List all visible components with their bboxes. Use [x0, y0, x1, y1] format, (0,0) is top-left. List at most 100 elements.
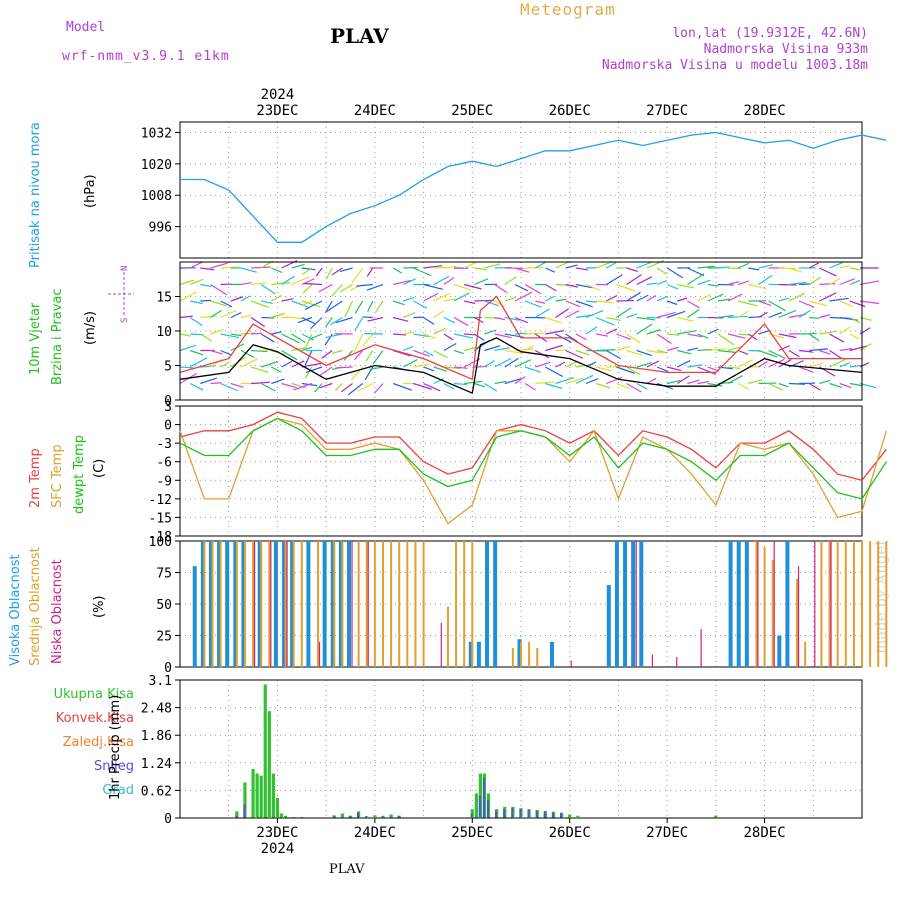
wind-vector: [318, 283, 333, 293]
wind-vector: [626, 267, 638, 272]
wind-vector: [220, 361, 230, 368]
wind-vector: [859, 280, 880, 286]
top-day-label: 27DEC: [646, 103, 688, 119]
wind-vector: [433, 292, 451, 302]
wind-vector: [616, 345, 631, 352]
wind-vector: [291, 263, 305, 269]
wind-vector: [464, 300, 476, 305]
wind-vector: [179, 344, 197, 352]
mid-cloud-bar: [357, 541, 360, 667]
wind-vector: [367, 316, 384, 322]
total-rain-bar: [279, 813, 284, 818]
wind-vector: [656, 333, 672, 345]
wind-vector: [849, 382, 863, 387]
wind-vector: [413, 382, 432, 390]
wind-vector: [697, 333, 709, 339]
wind-vector: [525, 332, 545, 335]
snow-bar: [243, 804, 246, 818]
wind-vector: [334, 383, 343, 392]
wind-vector: [839, 382, 852, 389]
wind-vector: [707, 382, 723, 387]
mid-cloud-bar: [260, 541, 263, 667]
high-cloud-bar: [468, 641, 473, 667]
total-rain-bar: [283, 815, 288, 818]
high-cloud-bar: [623, 541, 628, 667]
high-cloud-bar: [208, 541, 213, 667]
wind-vector: [220, 349, 232, 356]
top-day-label: 28DEC: [743, 103, 785, 119]
wind-vector: [179, 279, 194, 286]
wind-vector: [392, 300, 405, 306]
snow-bar: [348, 815, 351, 818]
wind-vector: [788, 349, 800, 358]
wind-vector: [626, 313, 638, 319]
mid-cloud-bar: [828, 541, 831, 667]
wind-vector: [596, 300, 614, 304]
wind-vector: [829, 382, 843, 389]
wind-vector: [585, 326, 598, 335]
wind-vector: [555, 361, 566, 368]
mid-cloud-bar: [252, 541, 255, 667]
wind-vector: [666, 300, 678, 306]
high-cloud-bar: [225, 541, 230, 667]
wind-vector: [839, 278, 856, 286]
wind-vector: [423, 366, 435, 372]
legend-conv-rain: Konvek.Kisa: [55, 711, 134, 726]
wind-vector: [545, 344, 563, 352]
wind-vector: [697, 293, 712, 302]
wind-vector: [839, 265, 851, 269]
wind-vector: [565, 300, 581, 308]
wind-vector: [768, 333, 785, 339]
wind-vector: [210, 382, 222, 385]
wind-vector: [357, 382, 374, 392]
high-cloud-bar: [347, 541, 351, 667]
wind-vector: [667, 333, 679, 336]
wind-vector: [372, 350, 384, 365]
temp-2m-line: [179, 411, 887, 482]
total-rain-bar: [474, 793, 478, 818]
wind-vector: [281, 333, 300, 344]
wind-vector: [605, 349, 622, 360]
wind-vector: [319, 366, 333, 376]
wind-vector: [301, 316, 316, 325]
wind-vector: [335, 366, 353, 369]
wind-vector: [362, 333, 374, 347]
wind-vector: [325, 333, 343, 339]
wind-vector: [423, 265, 443, 269]
wind-vector: [291, 316, 303, 320]
high-cloud-bar: [233, 541, 238, 667]
wind-vector: [758, 360, 768, 368]
wind-vector: [596, 349, 616, 352]
wind-vector: [555, 298, 567, 302]
wind-vector: [646, 360, 660, 368]
compass-s: S: [120, 318, 130, 323]
wind-vector: [189, 357, 208, 368]
wind-vector: [808, 276, 822, 286]
wind-vector: [250, 300, 270, 309]
wind-vector: [189, 316, 203, 326]
total-rain-bar: [263, 684, 267, 818]
wind-vector: [250, 317, 265, 328]
legend-snow: Snijeg: [94, 759, 134, 774]
high-cloud-bar: [330, 541, 335, 667]
wind-vector: [392, 316, 409, 322]
wind-vector: [443, 366, 461, 370]
total-rain-bar: [243, 782, 247, 818]
wind-vector: [433, 366, 447, 372]
total-rain-bar: [568, 814, 572, 818]
pressure-ytick-label: 1008: [141, 189, 172, 204]
wind-vector: [319, 382, 333, 389]
wind-vector: [403, 266, 418, 269]
wind-vector: [281, 275, 295, 286]
bottom-day-label: 23DEC: [256, 825, 298, 841]
wind-vector: [423, 283, 443, 290]
low-cloud-bar: [773, 541, 775, 667]
wind-vector: [473, 333, 485, 341]
wind-vector: [707, 293, 724, 302]
high-cloud-bar: [785, 541, 790, 667]
wind-vector: [179, 366, 195, 369]
total-rain-bar: [255, 773, 259, 818]
high-cloud-bar: [639, 541, 644, 667]
wind-vector: [626, 333, 641, 344]
wind-vector: [727, 375, 743, 385]
